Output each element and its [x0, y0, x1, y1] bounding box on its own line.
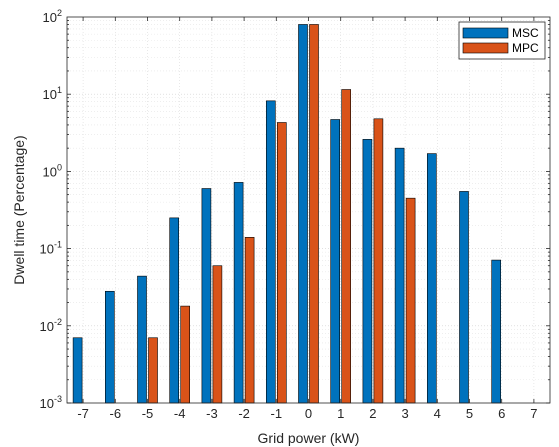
x-tick-label: -4 — [174, 406, 186, 421]
x-tick-label: -7 — [77, 406, 89, 421]
legend-label-mpc: MPC — [512, 41, 539, 55]
bar-msc — [394, 147, 405, 404]
x-tick-label: -6 — [110, 406, 122, 421]
x-tick-label: 0 — [305, 406, 312, 421]
legend-swatch-mpc — [462, 42, 509, 54]
bar-msc — [72, 337, 83, 404]
y-tick-label: 101 — [43, 85, 62, 102]
bar-msc — [330, 119, 341, 404]
bar-msc — [362, 139, 373, 404]
x-tick-label: -3 — [206, 406, 218, 421]
bar-mpc — [341, 89, 352, 404]
bar-mpc — [148, 337, 158, 404]
bar-mpc — [276, 122, 287, 404]
y-tick-label: 10-2 — [40, 317, 62, 334]
x-tick-label: 4 — [434, 406, 441, 421]
bar-msc — [491, 259, 502, 404]
y-tick-label: 100 — [43, 162, 62, 179]
x-tick-label: 6 — [498, 406, 505, 421]
x-tick-label: 3 — [401, 406, 408, 421]
bar-msc — [137, 275, 147, 404]
bar-msc — [169, 217, 179, 404]
x-axis-label: Grid power (kW) — [258, 430, 360, 446]
y-tick-label: 10-3 — [40, 394, 62, 411]
bar-msc — [298, 24, 308, 404]
x-tick-label: -1 — [271, 406, 283, 421]
bar-msc — [459, 191, 469, 404]
y-tick-label: 10-1 — [40, 240, 62, 257]
bar-mpc — [405, 197, 416, 404]
x-tick-label: 1 — [337, 406, 344, 421]
bar-mpc — [212, 265, 223, 404]
x-tick-label: 7 — [530, 406, 537, 421]
legend: MSC MPC — [458, 21, 546, 60]
bar-msc — [201, 188, 212, 404]
legend-swatch-msc — [462, 27, 509, 39]
bar-layer — [72, 24, 502, 404]
y-axis-label: Dwell time (Percentage) — [11, 135, 27, 284]
bar-mpc — [373, 118, 384, 404]
tick-layer: -7 -6 -5 -4 -3 -2 -1 0 1 2 3 4 5 6 7 10-3 10-2 10-1 100 101… — [40, 8, 550, 421]
x-tick-label: 2 — [369, 406, 376, 421]
x-tick-label: 5 — [466, 406, 473, 421]
x-tick-label: -5 — [142, 406, 154, 421]
bar-msc — [265, 100, 276, 404]
x-tick-label: -2 — [238, 406, 250, 421]
bar-msc — [233, 182, 244, 404]
bar-mpc — [309, 24, 319, 404]
bar-msc — [105, 290, 115, 404]
bar-msc — [426, 153, 437, 404]
bar-mpc — [180, 305, 190, 404]
y-tick-label: 102 — [43, 8, 62, 25]
grid-layer — [67, 17, 550, 403]
legend-label-msc: MSC — [512, 26, 539, 40]
bar-mpc — [244, 237, 255, 404]
